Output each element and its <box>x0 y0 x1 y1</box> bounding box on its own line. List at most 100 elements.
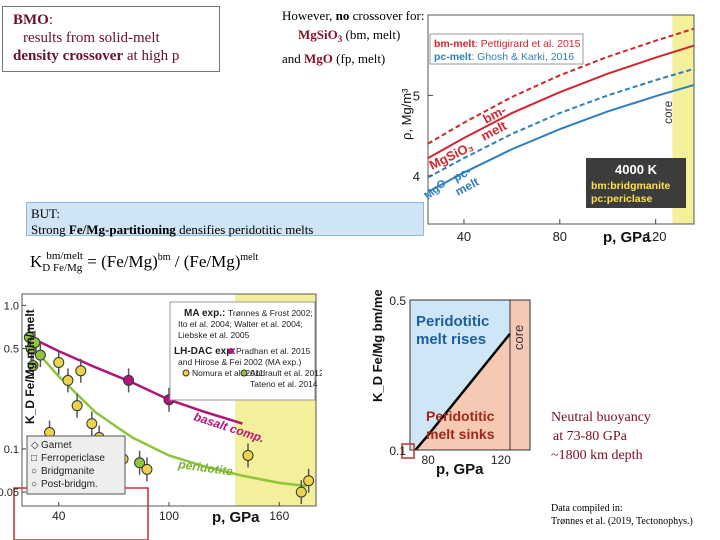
region-label: melt sinks <box>426 426 495 442</box>
y-axis-label: K_D Fe/Mg bm/melt <box>370 290 385 402</box>
buoyancy-chart: 0.5 0.1 80 120 p, GPa K_D Fe/Mg bm/melt Perido… <box>370 290 531 478</box>
crossover-note: However, no crossover for: MgSiO3 (bm, m… <box>282 6 424 68</box>
note-no: no <box>335 8 350 23</box>
note-sub3: 3 <box>337 34 343 44</box>
kd-sup: bm/melt <box>46 250 83 262</box>
x-tick-label: 100 <box>159 509 179 523</box>
x-tick-label: 80 <box>422 453 436 467</box>
kd-melt-sup: melt <box>240 252 259 263</box>
y-tick-label: 0.1 <box>389 444 406 458</box>
plot-frame <box>409 299 531 451</box>
red-outline-box <box>13 487 149 540</box>
data-point-13 <box>141 463 153 475</box>
x-tick-label: 40 <box>457 229 471 244</box>
data-point-5 <box>53 356 65 368</box>
info-box <box>586 158 686 208</box>
data-point-2 <box>29 337 41 349</box>
source-note: Data compiled in: Trønnes et al. (2019, … <box>551 502 693 528</box>
legend-title: LH-DAC exp: <box>174 346 236 357</box>
bmo-high-p: at high p <box>123 48 180 64</box>
info-line: pc:periclase <box>591 193 652 205</box>
but-label: BUT: <box>31 206 60 221</box>
data-point-20 <box>295 486 307 498</box>
source-line-2: Trønnes et al. (2019, Tectonophys.) <box>551 516 693 527</box>
source-line-1: Data compiled in: <box>551 503 623 514</box>
legend-ref: Liebske et al. 2005 <box>178 330 250 340</box>
data-point-6 <box>62 374 74 386</box>
bmo-label: BMO <box>13 12 49 28</box>
x-axis-label: p, GPa <box>436 461 484 478</box>
density-chart: 40 80 120 4 5 p, GPa ρ, Mg/m³ bm-melt: Pettigir… <box>399 14 695 246</box>
phase-symbol: □ <box>31 453 37 464</box>
kd-rest: / (Fe/Mg) <box>170 252 241 271</box>
y-axis-label: K_D Fe/Mg min/melt <box>23 309 37 424</box>
note-crossover: crossover for: <box>349 8 425 23</box>
data-point-16 <box>134 457 146 469</box>
legend-ref: Pradhan et al. 2015 <box>236 346 310 356</box>
density-line-1 <box>427 27 695 145</box>
kd-k: K <box>30 252 43 271</box>
x-axis-label: p, GPa <box>603 229 651 246</box>
kd-experiment-chart: 40 100 160 1.0 0.5 0.1 0.05 p, GPa K_D Fe/Mg min… <box>0 293 322 540</box>
core-label: core <box>511 325 526 350</box>
red-corner-box <box>401 443 415 459</box>
data-point-19 <box>242 449 254 461</box>
sink-region <box>415 333 510 450</box>
legend-entry: pc-melt: Ghosh & Karki, 2016 <box>434 51 574 63</box>
y-tick-label: 0.05 <box>0 487 19 499</box>
x-tick-label: 120 <box>491 453 511 467</box>
but-densifies: densifies peridotitic melts <box>175 222 314 237</box>
data-point-8 <box>71 400 83 412</box>
core-label: core <box>661 100 675 124</box>
but-note-box: BUT: Strong Fe/Mg-partitioning densifies… <box>26 202 424 237</box>
plot-frame <box>427 14 695 225</box>
data-point-3 <box>34 349 46 361</box>
phase-symbol: ○ <box>31 466 37 477</box>
region-label: Peridotitic <box>416 313 489 330</box>
phase-symbol: ○ <box>31 479 37 490</box>
legend-entry-label: bm-melt <box>434 38 475 50</box>
kd-equation: KD Fe/Mgbm/melt = (Fe/Mg)bm / (Fe/Mg)mel… <box>30 250 258 274</box>
y-tick-label: 0.5 <box>4 344 19 356</box>
x-axis-label: p, GPa <box>212 509 260 526</box>
phase-label: Ferropericlase <box>41 453 105 464</box>
density-line-3 <box>427 67 695 179</box>
data-point-21 <box>303 475 315 487</box>
phase-label: Post-bridgm. <box>41 479 98 490</box>
neutral-curve <box>414 332 511 451</box>
legend-marker-yellow <box>182 369 190 377</box>
exp-legend-box <box>169 301 316 401</box>
legend-title: MA exp.: <box>184 308 225 319</box>
legend-entry: bm-melt: Pettigirard et al. 2015 <box>434 38 581 50</box>
phase-label: Garnet <box>41 440 72 451</box>
data-point-4 <box>27 360 39 372</box>
but-partitioning: Fe/Mg-partitioning <box>68 222 176 237</box>
region-label: melt rises <box>416 331 486 348</box>
kd-sub: D Fe/Mg <box>42 262 83 274</box>
note-bm-melt: (bm, melt) <box>342 27 401 42</box>
legend-ref: Tateno et al. 2014 <box>250 379 318 389</box>
bmo-crossover: density crossover <box>13 48 124 64</box>
trend-label: peridotite <box>177 457 234 479</box>
kd-bm-sup: bm <box>157 252 171 263</box>
neutral-line-2: at 73-80 GPa <box>553 429 627 444</box>
note-fp-melt: (fp, melt) <box>332 51 386 66</box>
neutral-line-3: ~1800 km depth <box>551 448 643 463</box>
note-mgo: MgO <box>304 51 333 66</box>
phase-symbol: ◇ <box>31 440 39 451</box>
legend-marker-green <box>240 369 248 377</box>
note-mgsio: MgSiO <box>298 27 338 42</box>
data-point-18 <box>123 374 135 386</box>
phase-legend-box <box>26 435 126 495</box>
legend-entry-ref: : Ghosh & Karki, 2016 <box>471 51 574 63</box>
data-point-9 <box>86 418 98 430</box>
bmo-colon: : <box>48 12 54 28</box>
info-title: 4000 K <box>615 162 658 177</box>
neutral-buoyancy-note: Neutral buoyancy at 73-80 GPa ~1800 km d… <box>551 408 651 465</box>
y-axis-label: ρ, Mg/m³ <box>399 88 414 140</box>
legend-ref: Andrault et al. 2012 <box>250 368 322 378</box>
density-line-0 <box>427 44 695 159</box>
note-however: However, <box>282 8 336 23</box>
trend-line-1 <box>24 338 307 488</box>
legend-ref: Ito et al. 2004; Walter et al. 2004; <box>178 319 303 329</box>
